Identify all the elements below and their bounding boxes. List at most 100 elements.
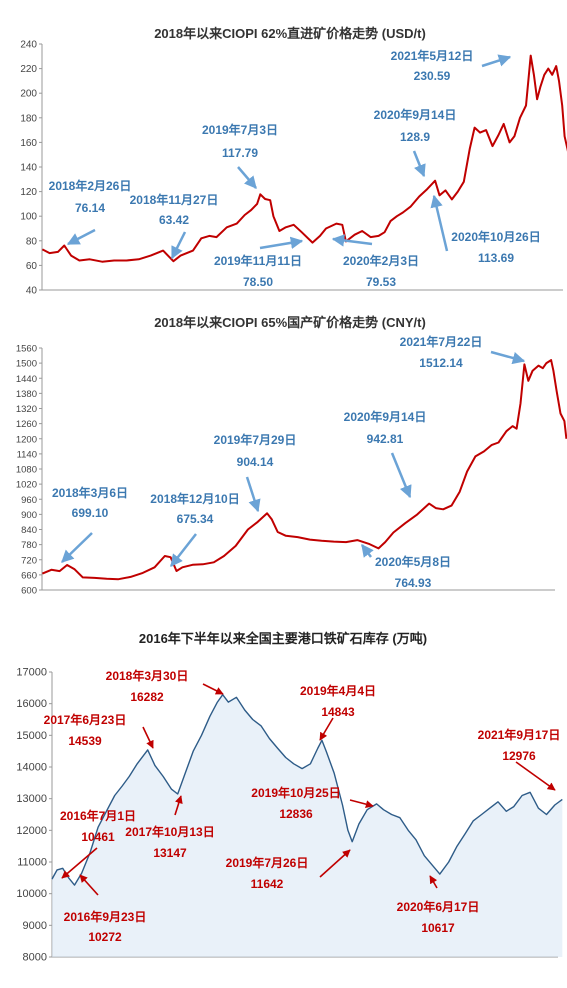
y-tick-label: 15000 <box>16 730 47 742</box>
y-tick-label: 220 <box>20 64 37 75</box>
annotation-date-label: 2021年7月22日 <box>400 334 483 349</box>
annotation-value-label: 16282 <box>130 690 164 704</box>
annotation-value-label: 13147 <box>153 846 187 860</box>
annotation-arrow <box>61 532 93 563</box>
annotation-date-label: 2018年2月26日 <box>49 178 132 193</box>
y-tick-label: 120 <box>20 187 37 198</box>
chart-65-domestic-ore-svg: 2018年以来CIOPI 65%国产矿价格走势 (CNY/t) 600 660 72… <box>16 315 567 597</box>
chart-port-inventory-svg: 2016年下半年以来全国主要港口铁矿石库存 (万吨) 8000 9000 10000… <box>16 631 563 964</box>
y-tick-label: 12000 <box>16 825 47 837</box>
annotation-value-label: 128.9 <box>400 130 430 144</box>
annotation-arrow <box>202 683 224 695</box>
annotation-value-label: 699.10 <box>72 506 109 520</box>
y-tick-label: 660 <box>21 570 37 581</box>
chart-port-inventory: 2016年下半年以来全国主要港口铁矿石库存 (万吨) 8000 9000 10000… <box>0 610 567 983</box>
y-tick-label: 1500 <box>16 359 37 370</box>
annotation-date-label: 2019年10月25日 <box>251 785 340 800</box>
annotation-arrow <box>319 849 351 878</box>
chart-title: 2018年以来CIOPI 65%国产矿价格走势 (CNY/t) <box>154 315 426 330</box>
y-tick-label: 9000 <box>23 920 47 932</box>
annotation-arrow <box>412 150 426 178</box>
annotation-value-label: 1512.14 <box>419 356 463 370</box>
y-tick-label: 180 <box>20 113 37 124</box>
y-tick-label: 100 <box>20 212 37 223</box>
chart-62-import-ore-svg: 2018年以来CIOPI 62%直进矿价格走势 (USD/t) 40 60 80 10… <box>20 26 567 297</box>
annotation-arrow <box>79 874 99 896</box>
annotation-date-label: 2020年6月17日 <box>397 899 480 914</box>
annotation-arrow <box>66 228 96 246</box>
y-tick-label: 960 <box>21 495 37 506</box>
annotation-value-label: 79.53 <box>366 275 396 289</box>
series-line <box>51 694 563 886</box>
annotation-date-label: 2019年7月3日 <box>202 122 278 137</box>
annotation-arrow <box>61 847 98 879</box>
chart-65-domestic-ore: 2018年以来CIOPI 65%国产矿价格走势 (CNY/t) 600 660 72… <box>0 300 567 610</box>
annotation-value-label: 10617 <box>421 921 455 935</box>
y-tick-label: 1080 <box>16 465 37 476</box>
annotation-arrow <box>319 717 334 741</box>
annotation-arrow <box>259 236 304 250</box>
annotation-date-label: 2020年2月3日 <box>343 253 419 268</box>
annotation-arrow <box>361 544 374 558</box>
annotation-value-label: 113.69 <box>478 251 514 265</box>
y-tick-label: 8000 <box>23 952 47 964</box>
annotation-date-label: 2017年6月23日 <box>44 712 127 727</box>
annotation-value-label: 12836 <box>279 807 313 821</box>
y-tick-label: 600 <box>21 586 37 597</box>
annotation-value-label: 78.50 <box>243 275 273 289</box>
y-tick-label: 1020 <box>16 480 37 491</box>
annotation-arrow <box>174 795 183 816</box>
y-tick-label: 1380 <box>16 389 37 400</box>
y-tick-label: 720 <box>21 555 37 566</box>
annotation-arrow <box>490 350 526 365</box>
annotation-value-label: 14843 <box>321 705 355 719</box>
annotation-arrow <box>237 166 257 189</box>
y-tick-label: 200 <box>20 89 37 100</box>
chart-title: 2018年以来CIOPI 62%直进矿价格走势 (USD/t) <box>154 26 426 41</box>
annotation-date-label: 2019年7月26日 <box>226 855 309 870</box>
annotation-value-label: 942.81 <box>367 432 404 446</box>
annotation-date-label: 2020年10月26日 <box>451 229 540 244</box>
annotation-date-label: 2020年9月14日 <box>344 409 427 424</box>
annotation-date-label: 2020年5月8日 <box>375 554 451 569</box>
y-tick-label: 140 <box>20 163 37 174</box>
annotation-date-label: 2018年3月30日 <box>106 668 189 683</box>
annotation-value-label: 904.14 <box>237 455 274 469</box>
annotation-value-label: 10461 <box>81 830 115 844</box>
annotation-arrow <box>170 533 197 567</box>
y-tick-label: 13000 <box>16 793 47 805</box>
annotation-date-label: 2016年9月23日 <box>64 909 147 924</box>
y-tick-label: 16000 <box>16 698 47 710</box>
chart-62-import-ore: 2018年以来CIOPI 62%直进矿价格走势 (USD/t) 40 60 80 10… <box>0 0 567 300</box>
annotation-date-label: 2018年3月6日 <box>52 485 128 500</box>
y-tick-label: 1260 <box>16 419 37 430</box>
annotation-arrow <box>245 476 261 513</box>
annotation-date-label: 2017年10月13日 <box>125 824 214 839</box>
y-tick-label: 240 <box>20 40 37 51</box>
annotation-date-label: 2019年4月4日 <box>300 683 376 698</box>
y-tick-label: 60 <box>26 261 38 272</box>
annotation-value-label: 76.14 <box>75 201 105 215</box>
y-tick-label: 840 <box>21 525 37 536</box>
annotation-arrow <box>390 452 412 499</box>
annotation-value-label: 117.79 <box>222 146 258 160</box>
series-line <box>42 359 567 581</box>
y-tick-label: 40 <box>26 286 38 297</box>
annotation-arrow <box>481 54 512 68</box>
annotation-arrow <box>429 875 438 889</box>
annotation-value-label: 11642 <box>251 877 284 891</box>
annotation-date-label: 2018年11月27日 <box>130 192 219 207</box>
annotation-date-label: 2019年11月11日 <box>214 253 302 268</box>
annotation-arrow <box>142 726 154 749</box>
y-tick-label: 160 <box>20 138 37 149</box>
y-tick-label: 1140 <box>17 449 37 460</box>
annotation-value-label: 14539 <box>68 734 102 748</box>
y-tick-label: 1200 <box>16 434 37 445</box>
annotation-value-label: 764.93 <box>395 576 432 590</box>
annotation-arrow <box>170 231 187 260</box>
chart-title: 2016年下半年以来全国主要港口铁矿石库存 (万吨) <box>139 631 427 646</box>
annotation-date-label: 2018年12月10日 <box>150 491 239 506</box>
y-tick-label: 14000 <box>16 762 47 774</box>
annotation-value-label: 63.42 <box>159 213 189 227</box>
annotation-date-label: 2020年9月14日 <box>374 107 457 122</box>
